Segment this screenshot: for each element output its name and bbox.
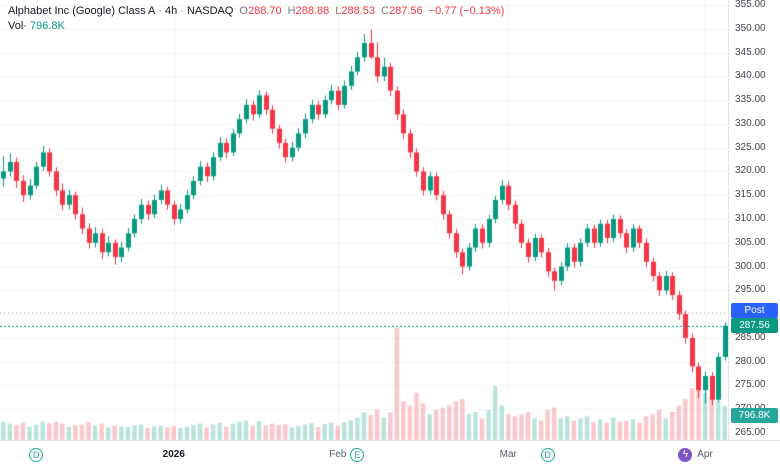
volume-label: Vol <box>8 20 24 32</box>
close-letter: C <box>381 5 389 17</box>
dividend-marker[interactable]: D <box>540 448 555 462</box>
high-letter: H <box>287 5 296 17</box>
price-tick-label: 285.00 <box>735 331 766 343</box>
earnings-marker[interactable]: E <box>350 448 365 462</box>
exchange-label: NASDAQ <box>186 5 234 17</box>
price-tick-label: 315.00 <box>735 189 766 201</box>
price-tick-label: 350.00 <box>735 22 766 34</box>
volume-legend: Vol· 796.8K <box>8 20 65 32</box>
price-tick-label: 325.00 <box>735 141 766 153</box>
time-axis-label: Apr <box>697 449 713 460</box>
legend-separator: · <box>180 5 184 17</box>
symbol-title[interactable]: Alphabet Inc (Google) Class A <box>8 5 156 17</box>
price-tick-label: 335.00 <box>735 94 766 106</box>
price-tick-label: 320.00 <box>735 165 766 177</box>
flash-marker[interactable]: ϟ <box>678 448 693 462</box>
high-value: 288.88 <box>295 5 330 17</box>
price-tick-label: 275.00 <box>735 379 766 391</box>
time-axis-label: Feb <box>329 449 347 460</box>
low-letter: L <box>335 5 342 17</box>
price-tick-label: 310.00 <box>735 213 766 224</box>
price-tick-label: 280.00 <box>735 355 766 367</box>
price-tick-label: 345.00 <box>735 46 766 58</box>
volume-value: 796.8K <box>29 20 65 32</box>
price-tick-label: 295.00 <box>735 284 766 296</box>
legend-separator: · <box>23 20 27 32</box>
time-axis-label: 2026 <box>162 449 185 460</box>
post-price-badge: Post 287.57 <box>731 302 778 331</box>
price-tick-label: 300.00 <box>735 260 766 272</box>
open-letter: O <box>239 5 248 17</box>
change-value: −0.77 (−0.13%) <box>428 5 505 17</box>
chart-legend: Alphabet Inc (Google) Class A · 4h · NASDAQ O… <box>8 5 504 17</box>
price-tick-label: 355.00 <box>735 0 766 10</box>
price-tick-label: 305.00 <box>735 236 766 248</box>
close-value: 287.56 <box>388 5 423 17</box>
price-axis[interactable]: Post 287.57 287.56 796.8K 355.00 350.00 34… <box>728 0 780 440</box>
price-tick-label: 330.00 <box>735 117 766 129</box>
candlestick-chart-canvas[interactable] <box>0 0 728 440</box>
price-tick-label: 265.00 <box>735 427 766 438</box>
dividend-marker[interactable]: D <box>29 448 44 462</box>
low-value: 288.53 <box>341 5 376 17</box>
last-price-badge: 287.56 <box>731 317 778 333</box>
legend-separator: · <box>158 5 163 17</box>
price-tick-label: 340.00 <box>735 70 766 82</box>
volume-badge: 796.8K <box>731 408 778 423</box>
interval-label[interactable]: 4h <box>165 5 178 17</box>
open-value: 288.70 <box>247 5 282 17</box>
time-axis-label: Mar <box>499 449 517 460</box>
